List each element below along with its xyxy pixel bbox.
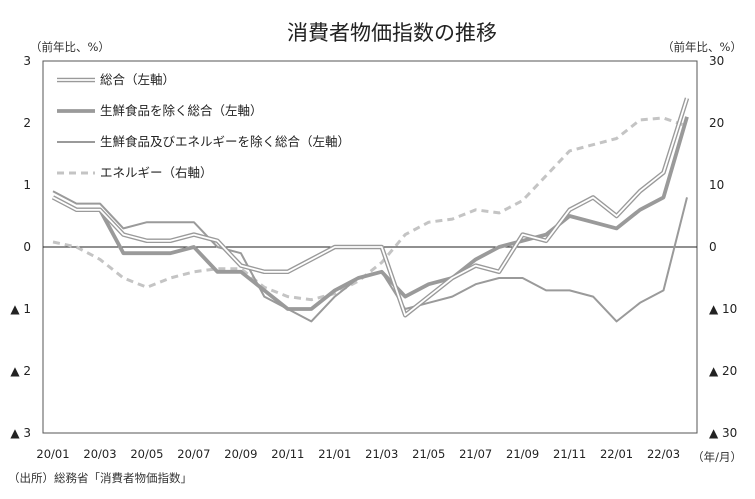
x-axis-ticks: 20/01 20/03 20/05 20/07 20/09 20/11 21/01 21/03… xyxy=(36,447,680,461)
left-tick-label: ▲ 3 xyxy=(10,426,31,440)
left-tick-label: 3 xyxy=(23,54,31,68)
x-tick-label: 22/01 xyxy=(600,447,633,461)
x-tick-label: 21/01 xyxy=(318,447,351,461)
right-axis-ticks: 30 20 10 0 ▲ 10 ▲ 20 ▲ 30 xyxy=(709,54,737,440)
x-tick-label: 21/07 xyxy=(459,447,492,461)
x-tick-label: 20/09 xyxy=(224,447,257,461)
legend-item-1: 生鮮食品を除く総合（左軸） xyxy=(57,103,263,118)
legend-item-2: 生鮮食品及びエネルギーを除く総合（左軸） xyxy=(57,134,350,149)
source-note: （出所）総務省「消費者物価指数」 xyxy=(8,471,192,485)
right-axis-unit: （前年比、%） xyxy=(662,40,742,54)
x-tick-label: 21/11 xyxy=(553,447,586,461)
right-tick-label: 10 xyxy=(709,178,724,192)
left-tick-label: 1 xyxy=(23,178,31,192)
x-tick-label: 20/05 xyxy=(130,447,163,461)
x-tick-label: 22/03 xyxy=(647,447,680,461)
x-tick-label: 20/01 xyxy=(36,447,69,461)
x-tick-label: 21/03 xyxy=(365,447,398,461)
legend-label-1: 生鮮食品を除く総合（左軸） xyxy=(100,103,263,118)
x-tick-label: 21/09 xyxy=(506,447,539,461)
right-tick-label: ▲ 10 xyxy=(709,302,737,316)
legend-item-3: エネルギー（右軸） xyxy=(57,165,213,180)
legend: 総合（左軸） 生鮮食品を除く総合（左軸） 生鮮食品及びエネルギーを除く総合（左軸） エ… xyxy=(57,72,350,180)
x-tick-label: 20/07 xyxy=(177,447,210,461)
x-tick-label: 21/05 xyxy=(412,447,445,461)
left-tick-label: 0 xyxy=(23,240,31,254)
series-3 xyxy=(52,116,688,302)
legend-item-0: 総合（左軸） xyxy=(57,72,175,87)
right-tick-label: ▲ 30 xyxy=(709,426,737,440)
series-layer xyxy=(51,97,690,323)
legend-label-0: 総合（左軸） xyxy=(100,72,175,87)
left-tick-label: ▲ 1 xyxy=(10,302,31,316)
left-tick-label: 2 xyxy=(23,116,31,130)
legend-label-2: 生鮮食品及びエネルギーを除く総合（左軸） xyxy=(100,134,350,149)
left-tick-label: ▲ 2 xyxy=(10,364,31,378)
series-line-0-outer xyxy=(51,97,690,318)
series-0 xyxy=(51,97,690,318)
series-1 xyxy=(52,116,689,311)
left-axis-unit: （前年比、%） xyxy=(30,40,110,54)
series-line-0-inner xyxy=(52,97,688,317)
right-tick-label: 0 xyxy=(709,240,717,254)
series-line-1 xyxy=(52,116,689,311)
right-tick-label: 30 xyxy=(709,54,724,68)
right-tick-label: ▲ 20 xyxy=(709,364,737,378)
series-2 xyxy=(52,190,688,323)
series-line-3 xyxy=(52,116,688,302)
x-tick-label: 20/11 xyxy=(271,447,304,461)
series-line-2 xyxy=(52,190,688,323)
left-axis-ticks: 3 2 1 0 ▲ 1 ▲ 2 ▲ 3 xyxy=(10,54,31,440)
x-tick-label: 20/03 xyxy=(83,447,116,461)
legend-label-3: エネルギー（右軸） xyxy=(100,165,213,180)
x-axis-unit: （年/月） xyxy=(692,450,742,464)
chart-title: 消費者物価指数の推移 xyxy=(287,21,497,45)
right-tick-label: 20 xyxy=(709,116,724,130)
